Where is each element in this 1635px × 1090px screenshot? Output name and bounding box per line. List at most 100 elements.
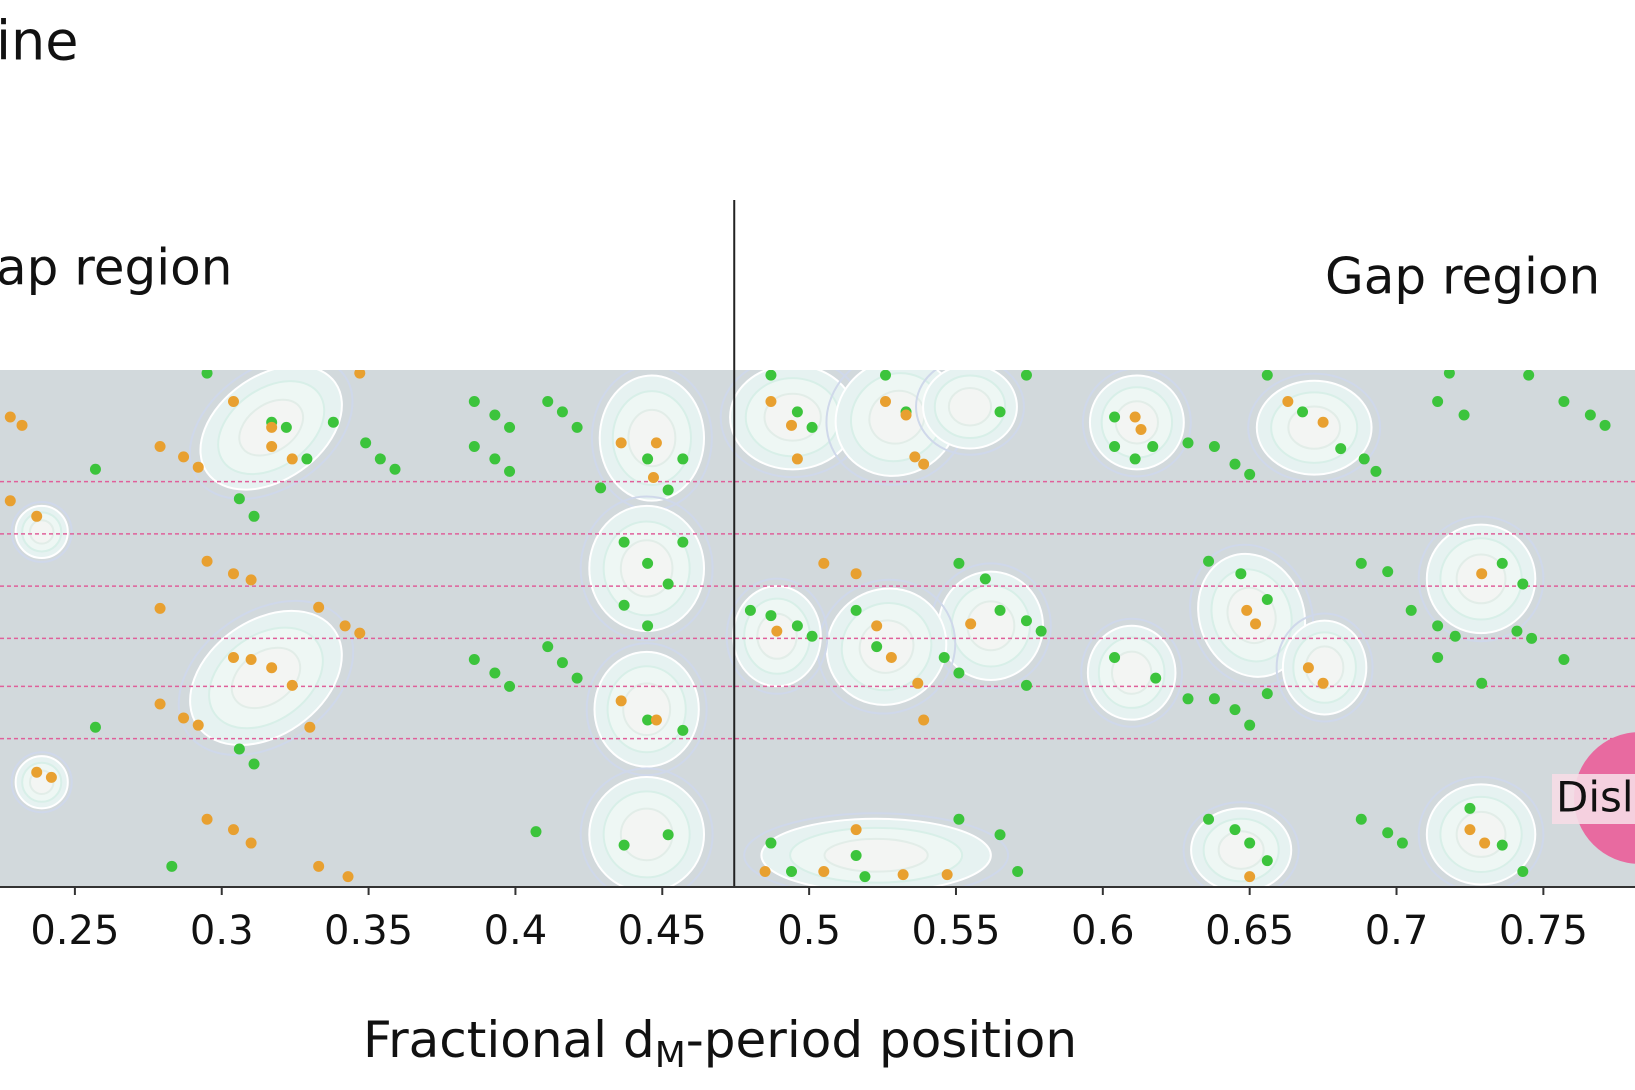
point — [1297, 406, 1309, 418]
point — [642, 620, 654, 632]
point — [1443, 370, 1455, 379]
point — [806, 421, 818, 433]
point — [818, 865, 830, 877]
x-tick-label: 0.35 — [324, 908, 413, 954]
point — [266, 441, 278, 453]
contour-group — [1081, 370, 1192, 478]
point — [489, 453, 501, 465]
point — [818, 557, 830, 569]
x-tick-label: 0.25 — [30, 908, 119, 954]
point — [227, 568, 239, 580]
point — [1558, 654, 1570, 666]
contour — [10, 500, 73, 563]
point — [89, 721, 101, 733]
point — [1129, 411, 1141, 423]
point — [556, 406, 568, 418]
x-tick-label: 0.75 — [1499, 908, 1588, 954]
point — [489, 409, 501, 421]
point — [1335, 443, 1347, 455]
point — [938, 651, 950, 663]
contour-group — [1080, 617, 1184, 728]
point — [374, 453, 386, 465]
point — [4, 411, 16, 423]
contour-group — [579, 767, 714, 887]
point — [1396, 837, 1408, 849]
point — [1244, 871, 1256, 883]
point — [1229, 458, 1241, 470]
point — [595, 482, 607, 494]
point — [1370, 465, 1382, 477]
contour — [1080, 617, 1184, 728]
point — [248, 510, 260, 522]
point — [744, 604, 756, 616]
point — [1229, 704, 1241, 716]
point — [979, 573, 991, 585]
point — [16, 419, 28, 431]
point — [662, 829, 674, 841]
point — [994, 829, 1006, 841]
point — [1261, 855, 1273, 867]
point — [994, 604, 1006, 616]
point — [313, 860, 325, 872]
contour — [763, 392, 822, 442]
point — [1244, 837, 1256, 849]
point — [227, 396, 239, 408]
point — [1241, 604, 1253, 616]
point — [327, 416, 339, 428]
contour — [579, 767, 714, 887]
contour — [579, 495, 714, 642]
contour — [1287, 405, 1341, 450]
point — [871, 641, 883, 653]
point — [1244, 468, 1256, 480]
point — [759, 865, 771, 877]
point — [879, 396, 891, 408]
contour-group — [816, 578, 957, 715]
contour — [743, 812, 1010, 887]
point — [4, 495, 16, 507]
x-tick-label: 0.55 — [911, 908, 1000, 954]
point — [850, 604, 862, 616]
contour — [1217, 830, 1265, 870]
point — [542, 641, 554, 653]
x-tick-label: 0.3 — [190, 908, 254, 954]
point — [1302, 662, 1314, 674]
point — [301, 453, 313, 465]
point — [233, 743, 245, 755]
contour — [1189, 543, 1315, 688]
point — [786, 865, 798, 877]
point — [953, 813, 965, 825]
contour-group — [10, 500, 73, 563]
point — [791, 453, 803, 465]
point — [192, 719, 204, 731]
point — [1182, 437, 1194, 449]
point — [389, 463, 401, 475]
x-axis-label-sub: M — [655, 1035, 686, 1076]
contour — [585, 642, 708, 777]
point — [1584, 409, 1596, 421]
point — [1558, 396, 1570, 408]
contour-group — [1417, 775, 1545, 887]
point — [1464, 802, 1476, 814]
point — [1261, 370, 1273, 381]
point — [227, 651, 239, 663]
contour-group — [1182, 801, 1300, 887]
point — [1523, 370, 1535, 381]
point — [1599, 419, 1611, 431]
point — [650, 437, 662, 449]
contour-group — [590, 370, 713, 512]
point — [677, 724, 689, 736]
x-axis-label: Fractional dM-period position — [363, 1011, 1077, 1077]
point — [1517, 578, 1529, 590]
point — [615, 437, 627, 449]
point — [642, 714, 654, 726]
point — [642, 453, 654, 465]
contour-group — [1189, 543, 1315, 688]
point — [765, 610, 777, 622]
point — [571, 421, 583, 433]
point — [1109, 411, 1121, 423]
point — [245, 574, 257, 586]
point — [1129, 453, 1141, 465]
point — [342, 871, 354, 883]
point — [1020, 679, 1032, 691]
